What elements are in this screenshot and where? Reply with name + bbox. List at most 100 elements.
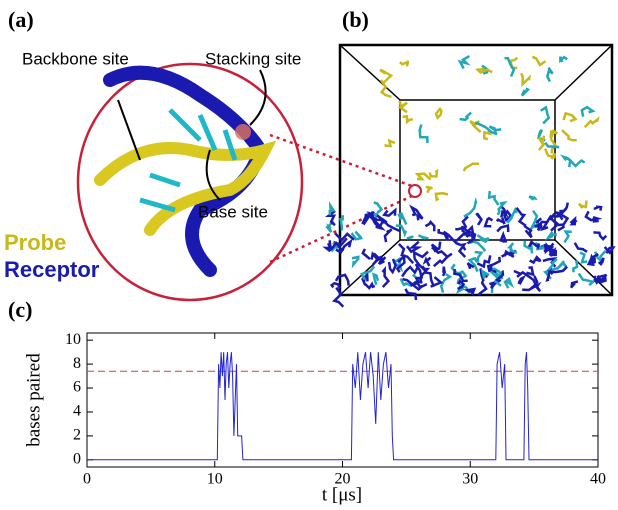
strand xyxy=(573,242,588,253)
strand xyxy=(428,168,439,178)
strand xyxy=(379,68,394,84)
strand xyxy=(360,265,376,281)
strand xyxy=(462,162,480,172)
strand xyxy=(532,55,547,67)
strand xyxy=(412,250,429,259)
box xyxy=(338,43,614,297)
strand xyxy=(463,287,477,296)
strand xyxy=(502,209,513,223)
strand xyxy=(455,225,472,242)
strand xyxy=(489,265,497,273)
annotation: Base site xyxy=(198,202,268,221)
strand xyxy=(397,243,415,265)
strand xyxy=(372,252,383,260)
panel-label: (b) xyxy=(342,7,369,32)
y-axis-label: bases paired xyxy=(23,353,44,447)
legend-receptor: Receptor xyxy=(4,257,100,282)
strand xyxy=(487,190,500,206)
strand xyxy=(506,206,518,224)
x-tick-label: 30 xyxy=(462,471,478,488)
x-tick-label: 20 xyxy=(335,471,351,488)
strand xyxy=(474,67,493,74)
strand xyxy=(501,248,515,258)
strand xyxy=(495,217,506,225)
strand xyxy=(379,79,392,99)
strand xyxy=(361,248,371,261)
strand xyxy=(373,201,384,214)
strand xyxy=(546,257,558,273)
strand xyxy=(463,196,478,218)
strand xyxy=(578,200,588,209)
strand xyxy=(544,142,560,149)
strand xyxy=(419,267,431,284)
strand xyxy=(550,246,558,257)
strand xyxy=(499,230,508,243)
strand xyxy=(521,271,538,290)
strand xyxy=(351,255,360,269)
strand xyxy=(406,235,414,240)
strand xyxy=(480,268,490,279)
strand xyxy=(476,255,492,269)
strand xyxy=(570,280,579,289)
strand xyxy=(422,256,432,267)
strand xyxy=(563,230,572,243)
panel-label: (c) xyxy=(8,297,32,322)
x-tick-label: 40 xyxy=(590,471,606,488)
strand xyxy=(457,279,466,291)
molecule xyxy=(94,65,277,277)
strand xyxy=(598,257,605,266)
strand xyxy=(593,205,603,211)
strand xyxy=(397,212,408,225)
strand xyxy=(520,72,532,88)
strand xyxy=(500,206,509,218)
strand xyxy=(555,211,564,221)
strand xyxy=(534,241,547,251)
strand xyxy=(339,215,345,231)
strand xyxy=(418,124,429,143)
strand xyxy=(395,224,408,238)
strand xyxy=(483,130,492,141)
strand xyxy=(545,66,554,83)
strand xyxy=(603,246,616,255)
strand xyxy=(586,253,599,267)
strand xyxy=(577,272,596,287)
arrow xyxy=(205,149,221,201)
x-tick-label: 0 xyxy=(83,471,91,488)
strand xyxy=(395,253,406,273)
strand xyxy=(561,129,577,142)
strand xyxy=(372,272,380,286)
strand xyxy=(441,266,447,277)
y-tick-label: 2 xyxy=(73,427,81,444)
strand xyxy=(496,224,510,233)
strand xyxy=(404,288,418,301)
y-tick-label: 0 xyxy=(73,450,81,467)
strand xyxy=(517,274,527,285)
y-tick-label: 10 xyxy=(65,331,81,348)
strand xyxy=(381,265,391,288)
strand xyxy=(584,210,603,222)
strand xyxy=(335,238,353,255)
strand xyxy=(424,219,436,232)
strand xyxy=(457,242,468,258)
strand xyxy=(331,286,345,308)
strand xyxy=(534,222,543,228)
strand xyxy=(504,56,516,77)
strand xyxy=(325,220,335,233)
strand xyxy=(559,55,568,64)
strand xyxy=(406,240,423,254)
strand xyxy=(350,230,364,241)
strand xyxy=(461,214,469,230)
strand xyxy=(322,241,339,253)
strand xyxy=(483,216,494,228)
strand xyxy=(547,265,568,275)
strand xyxy=(457,55,471,70)
strand xyxy=(496,200,508,216)
strand xyxy=(431,276,444,288)
strand xyxy=(387,258,397,275)
strand xyxy=(543,148,557,160)
x-tick-label: 10 xyxy=(207,471,223,488)
data-line xyxy=(87,351,598,461)
y-tick-label: 4 xyxy=(73,403,81,420)
strand xyxy=(465,224,475,245)
strand xyxy=(326,240,333,251)
